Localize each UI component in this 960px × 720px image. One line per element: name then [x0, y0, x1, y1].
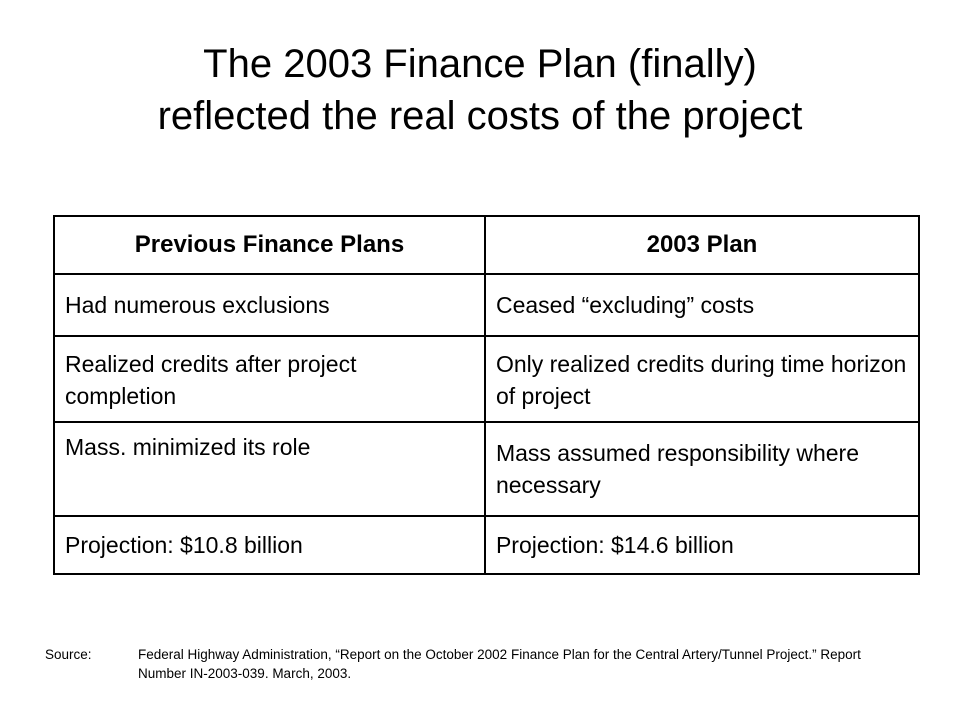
cell-2003: Ceased “excluding” costs [483, 273, 921, 337]
header-previous-finance-plans: Previous Finance Plans [53, 215, 486, 275]
slide-title: The 2003 Finance Plan (finally) reflecte… [0, 38, 960, 142]
header-2003-plan: 2003 Plan [483, 215, 921, 275]
source-text: Federal Highway Administration, “Report … [138, 647, 861, 681]
slide-title-line-2: reflected the real costs of the project [157, 94, 803, 138]
slide-title-line-1: The 2003 Finance Plan (finally) [203, 42, 757, 86]
cell-2003: Projection: $14.6 billion [483, 515, 921, 575]
cell-2003: Only realized credits during time horizo… [483, 335, 921, 423]
table-row: Mass. minimized its role Mass assumed re… [53, 421, 921, 517]
cell-previous: Projection: $10.8 billion [53, 515, 486, 575]
table-row: Realized credits after project completio… [53, 335, 921, 423]
cell-2003: Mass assumed responsibility where necess… [483, 421, 921, 517]
table-row: Projection: $10.8 billion Projection: $1… [53, 515, 921, 575]
table-header-row: Previous Finance Plans 2003 Plan [53, 215, 921, 275]
comparison-table: Previous Finance Plans 2003 Plan Had num… [53, 215, 921, 575]
cell-previous: Mass. minimized its role [53, 421, 486, 517]
table-row: Had numerous exclusions Ceased “excludin… [53, 273, 921, 337]
source-label: Source: [45, 647, 92, 662]
cell-previous: Had numerous exclusions [53, 273, 486, 337]
cell-previous: Realized credits after project completio… [53, 335, 486, 423]
